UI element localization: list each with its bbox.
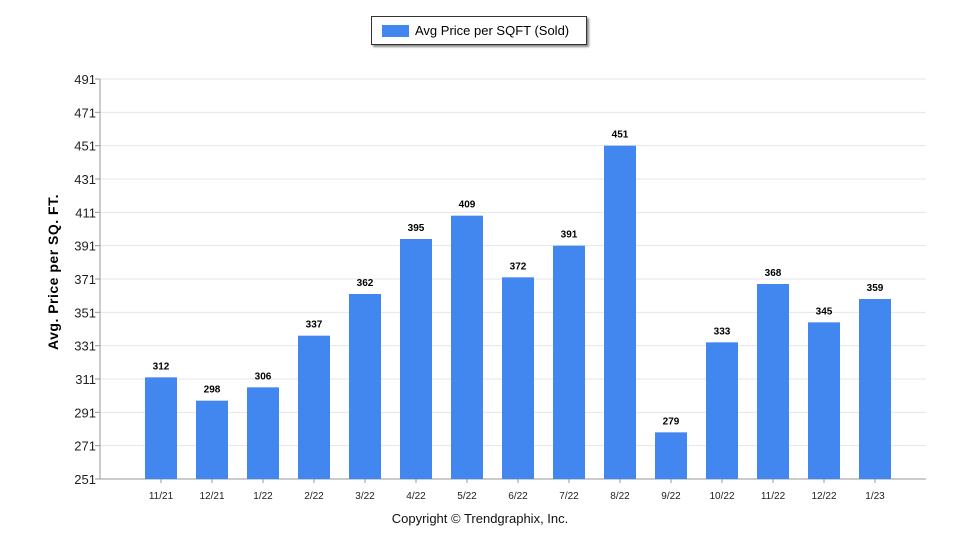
bar [604, 145, 636, 479]
data-label: 345 [816, 306, 833, 317]
x-tick-label: 2/22 [304, 491, 324, 502]
x-tick-label: 7/22 [559, 491, 579, 502]
data-label: 409 [459, 200, 476, 211]
y-tick-label: 411 [75, 205, 96, 220]
data-label: 337 [306, 320, 323, 331]
bar [400, 239, 432, 479]
data-label: 451 [612, 130, 629, 141]
data-label: 391 [561, 230, 578, 241]
y-tick-label: 431 [74, 172, 96, 187]
legend: Avg Price per SQFT (Sold) [371, 16, 587, 45]
x-tick-label: 1/22 [253, 491, 273, 502]
data-label: 368 [765, 268, 782, 279]
x-tick-label: 6/22 [508, 491, 528, 502]
x-tick-label: 3/22 [355, 491, 375, 502]
data-label: 395 [408, 223, 425, 234]
x-tick-label: 5/22 [457, 491, 477, 502]
y-tick-label: 391 [74, 239, 96, 254]
bar [349, 294, 381, 479]
x-tick-label: 11/22 [761, 491, 786, 502]
bar [859, 299, 891, 479]
bar [757, 284, 789, 479]
x-tick-label: 11/21 [149, 491, 174, 502]
y-tick-label: 491 [74, 72, 96, 87]
x-tick-label: 12/22 [811, 491, 836, 502]
x-tick-label: 10/22 [709, 491, 734, 502]
bar [247, 387, 279, 479]
legend-swatch [382, 24, 409, 37]
bar [196, 400, 228, 479]
y-tick-label: 331 [74, 339, 96, 354]
bar [808, 322, 840, 479]
y-tick-label: 451 [74, 139, 96, 154]
y-tick-label: 271 [74, 439, 96, 454]
bar [145, 377, 177, 479]
legend-label: Avg Price per SQFT (Sold) [415, 23, 570, 38]
x-tick-label: 4/22 [406, 491, 426, 502]
y-tick-label: 311 [75, 372, 96, 387]
data-label: 372 [510, 261, 527, 272]
data-label: 298 [204, 385, 221, 396]
copyright-text: Copyright © Trendgraphix, Inc. [391, 511, 569, 526]
data-label: 362 [357, 278, 374, 289]
y-tick-label: 291 [74, 405, 96, 420]
y-tick-label: 351 [74, 305, 96, 320]
data-label: 359 [867, 283, 884, 294]
x-tick-label: 1/23 [865, 491, 885, 502]
y-axis-label: Avg. Price per SQ. FT. [45, 194, 61, 350]
x-tick-label: 9/22 [661, 491, 681, 502]
bar [451, 215, 483, 479]
y-tick-label: 251 [74, 472, 96, 487]
bar [553, 245, 585, 479]
data-label: 279 [663, 416, 680, 427]
y-tick-label: 471 [74, 105, 96, 120]
y-tick-label: 371 [74, 272, 96, 287]
x-tick-label: 12/21 [199, 491, 224, 502]
bar [502, 277, 534, 479]
bar [706, 342, 738, 479]
bar [655, 432, 687, 479]
data-label: 333 [714, 326, 731, 337]
data-label: 312 [153, 361, 170, 372]
x-tick-label: 8/22 [610, 491, 630, 502]
data-label: 306 [255, 371, 272, 382]
bar [298, 335, 330, 479]
